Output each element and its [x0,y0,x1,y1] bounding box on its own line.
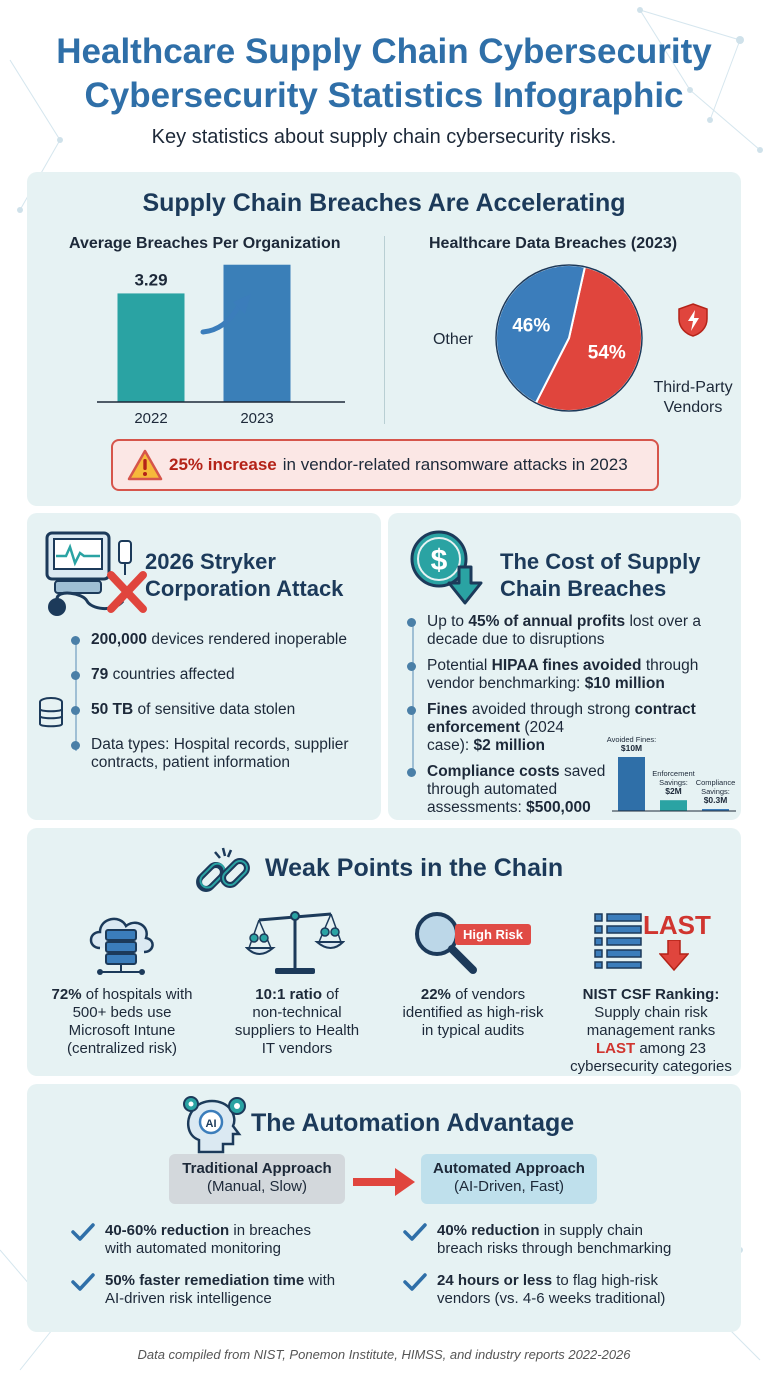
automated-approach-box: Automated Approach (AI-Driven, Fast) [421,1154,597,1204]
alert-text: in vendor-related ransomware attacks in … [282,455,628,474]
last-label: LAST [643,910,711,940]
breach-cost-card: $ The Cost of Supply Chain Breaches Up t… [388,513,741,820]
checkmark-icon [71,1223,95,1241]
check-item: 40% reduction in supply chain breach ris… [403,1222,723,1258]
automation-heading: The Automation Advantage [251,1109,575,1137]
warning-icon [127,449,163,481]
mini-bar-label: Enforcement [652,769,695,778]
mini-bar-value: $10M [621,743,642,753]
checkmark-icon [403,1273,427,1291]
bar-2023 [223,264,291,402]
dollar-down-icon: $ [410,530,483,605]
page-subtitle: Key statistics about supply chain cybers… [151,126,617,148]
mini-bar [618,757,645,811]
mini-bar-label: Savings: [701,787,730,796]
title-line-1: Healthcare Supply Chain Cybersecurity [56,32,712,71]
weak-point-supplier-ratio: 10:1 ratio of non-technical suppliers to… [234,986,360,1057]
weak-point-nist-ranking: NIST CSF Ranking: Supply chain risk mana… [570,986,732,1075]
check-item: 24 hours or less to flag high-risk vendo… [403,1272,723,1308]
magnifier-icon [415,912,477,974]
list-item: 50 TB of sensitive data stolen [69,701,349,719]
pie-outline [495,264,643,412]
alert-highlight: 25% increase [169,455,277,474]
weak-points-section: Weak Points in the Chain 72% of hospital… [27,828,741,1076]
checkmark-icon [71,1273,95,1291]
average-breaches-bar-chart: 3.2920224.162023 [97,264,345,427]
pie-label-vendors: Vendors [664,399,723,416]
check-item: 40-60% reduction in breaches with automa… [71,1222,371,1258]
list-item: Data types: Hospital records, supplier co… [69,736,349,772]
mini-bar [702,809,729,811]
bar-value-label: 3.29 [134,270,167,289]
title-line-2: Cybersecurity Statistics Infographic [84,76,684,115]
automation-section: AI The Automation Advantage Traditional … [27,1084,741,1332]
mini-bar-label: Compliance [696,778,736,787]
ranking-list-icon [594,913,642,969]
bar-2022 [117,293,185,402]
pie-label-other: Other [433,331,474,348]
section-divider [384,236,385,424]
ransomware-alert: 25% increase in vendor-related ransomwar… [111,439,659,491]
mini-bar [660,800,687,811]
svg-text:$: $ [431,544,448,577]
high-risk-tag: High Risk [455,924,531,945]
mini-bar-label: Avoided Fines: [607,735,656,744]
mini-bar-value: $2M [665,786,682,796]
stryker-attack-card: 2026 Stryker Corporation Attack 200,000 … [27,513,381,820]
broken-chain-icon [196,847,250,892]
stryker-heading-line-1: 2026 Stryker [145,549,276,574]
pie-value-label: 46% [512,315,550,336]
weak-points-heading: Weak Points in the Chain [265,854,564,882]
stryker-heading: 2026 Stryker Corporation Attack [145,548,343,602]
pie-label-third-party: Third-Party [653,379,732,396]
x-tick-label: 2022 [134,410,167,427]
cloud-server-icon [89,917,154,975]
source-footer: Data compiled from NIST, Ponemon Institu… [137,1347,631,1362]
list-item: Potential HIPAA fines avoided through ve… [405,657,735,693]
balance-scale-icon [245,911,345,974]
check-item: 50% faster remediation time with AI-driv… [71,1272,391,1308]
breaches-section: Supply Chain Breaches Are Accelerating A… [27,172,741,506]
list-item: Compliance costs saved through automated… [405,763,735,817]
down-arrow-icon [659,940,689,972]
pie-value-label: 54% [588,343,626,364]
bullet-connector-line [75,641,77,751]
list-item: Up to 45% of annual profits lost over a … [405,613,735,649]
bullet-connector-line [412,623,414,773]
list-item: 200,000 devices rendered inoperable [69,631,349,649]
mini-bar-label: Savings: [659,778,688,787]
pie-chart-title: Healthcare Data Breaches (2023) [429,235,678,252]
stryker-bullet-list: 200,000 devices rendered inoperable 79 c… [69,631,349,772]
checkmark-icon [403,1223,427,1241]
bar-chart-title: Average Breaches Per Organization [69,235,341,252]
right-arrow-icon [353,1168,415,1196]
cost-bullet-list: Up to 45% of annual profits lost over a … [405,613,735,817]
shield-alert-icon [678,303,708,337]
page-title: Healthcare Supply Chain Cybersecurity Cy… [0,30,768,118]
list-item: Fines avoided through strong contract en… [405,701,735,755]
list-item: 79 countries affected [69,666,349,684]
trend-arrow-head [233,294,251,314]
stryker-heading-line-2: Corporation Attack [145,576,344,601]
weak-point-high-risk-vendors: 22% of vendors identified as high-risk i… [402,986,544,1039]
ai-head-gears-icon: AI [183,1096,246,1154]
savings-mini-bar-chart: Avoided Fines:$10MEnforcementSavings:$2M… [607,735,736,812]
mini-bar-value: $0.3M [704,795,728,805]
x-tick-label: 2023 [240,410,273,427]
trend-arrow [200,303,242,335]
medical-monitor-icon [45,531,147,616]
cost-heading-line-1: The Cost of Supply [500,549,701,574]
cost-heading: The Cost of Supply Chain Breaches [500,548,700,602]
traditional-approach-box: Traditional Approach (Manual, Slow) [169,1154,345,1204]
healthcare-breaches-pie-chart: 54% 46% Other Third-Party Vendors [433,264,733,416]
database-icon [39,697,63,728]
weak-point-intune: 72% of hospitals with 500+ beds use Micr… [51,986,193,1057]
cost-heading-line-2: Chain Breaches [500,576,667,601]
breaches-heading: Supply Chain Breaches Are Accelerating [142,189,626,217]
svg-text:AI: AI [206,1118,217,1130]
